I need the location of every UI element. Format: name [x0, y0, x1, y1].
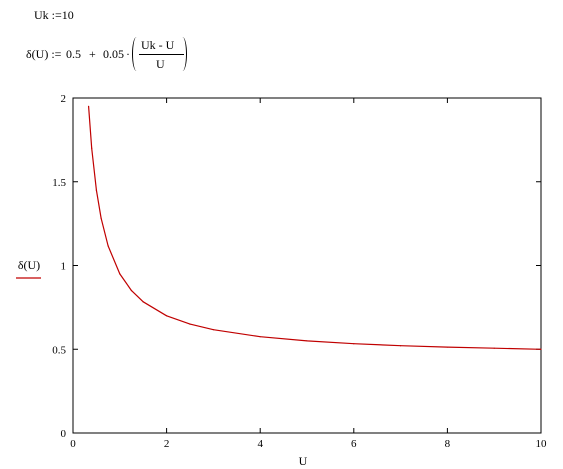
delta-lhs: δ(U) := — [26, 47, 62, 61]
data-point — [306, 340, 308, 342]
data-point — [353, 343, 355, 345]
delta-const: 0.5 — [66, 47, 81, 61]
plot-frame — [72, 97, 542, 434]
uk-definition-text: Uk :=10 — [34, 8, 74, 22]
left-paren — [132, 37, 141, 71]
y-tick-label: 0.5 — [52, 344, 66, 356]
data-point — [493, 347, 495, 349]
data-point — [166, 315, 168, 317]
data-point — [212, 329, 214, 331]
data-point — [446, 346, 448, 348]
data-point — [400, 345, 402, 347]
fraction-denominator: U — [156, 57, 165, 71]
y-tick-label: 1 — [61, 261, 67, 273]
data-point — [100, 217, 102, 219]
data-point — [142, 301, 144, 303]
y-axis-label: δ(U) — [18, 258, 40, 272]
data-point — [119, 273, 121, 275]
x-tick-label: 0 — [70, 438, 76, 450]
data-point — [95, 189, 97, 191]
delta-coef: 0.05 — [103, 47, 124, 61]
x-axis-label: U — [299, 454, 308, 468]
x-tick-label: 10 — [536, 438, 548, 450]
data-point — [91, 147, 93, 149]
delta-plus: + — [89, 47, 96, 61]
fraction-numerator: Uk - U — [141, 38, 175, 52]
data-point — [107, 245, 109, 247]
x-tick-label: 4 — [257, 438, 263, 450]
data-point — [189, 323, 191, 325]
data-point — [87, 105, 90, 107]
delta-dot: · — [126, 47, 130, 61]
x-tick-label: 2 — [164, 438, 170, 450]
x-tick-label: 6 — [351, 438, 357, 450]
data-point — [130, 290, 133, 292]
x-tick-label: 8 — [445, 438, 451, 450]
y-tick-label: 2 — [61, 93, 67, 105]
y-tick-label: 1.5 — [52, 177, 66, 189]
data-point — [259, 336, 261, 338]
data-point — [540, 348, 542, 350]
right-paren — [178, 37, 187, 71]
fraction-bar — [139, 54, 184, 55]
delta-curve — [88, 106, 542, 350]
y-tick-label: 0 — [61, 428, 67, 440]
uk-definition: Uk :=10 — [34, 8, 74, 23]
